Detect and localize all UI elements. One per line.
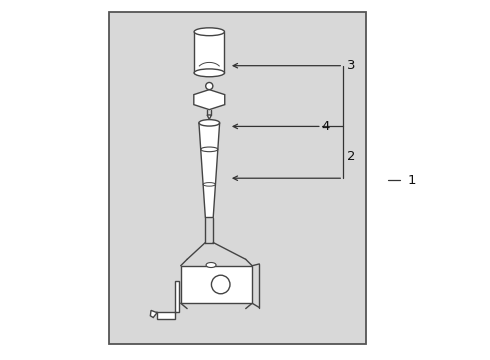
- Polygon shape: [150, 310, 157, 318]
- Polygon shape: [207, 115, 211, 119]
- FancyBboxPatch shape: [194, 32, 224, 73]
- Ellipse shape: [206, 82, 213, 90]
- Ellipse shape: [206, 262, 216, 267]
- Text: 3: 3: [347, 59, 355, 72]
- Polygon shape: [199, 123, 220, 217]
- Polygon shape: [157, 281, 179, 319]
- Text: 1: 1: [408, 174, 416, 186]
- FancyBboxPatch shape: [181, 266, 252, 303]
- Ellipse shape: [199, 120, 220, 126]
- Ellipse shape: [194, 28, 224, 36]
- FancyBboxPatch shape: [109, 12, 367, 344]
- Polygon shape: [194, 90, 225, 110]
- Text: 2: 2: [347, 150, 355, 163]
- Ellipse shape: [194, 69, 224, 77]
- Text: 4: 4: [322, 120, 330, 133]
